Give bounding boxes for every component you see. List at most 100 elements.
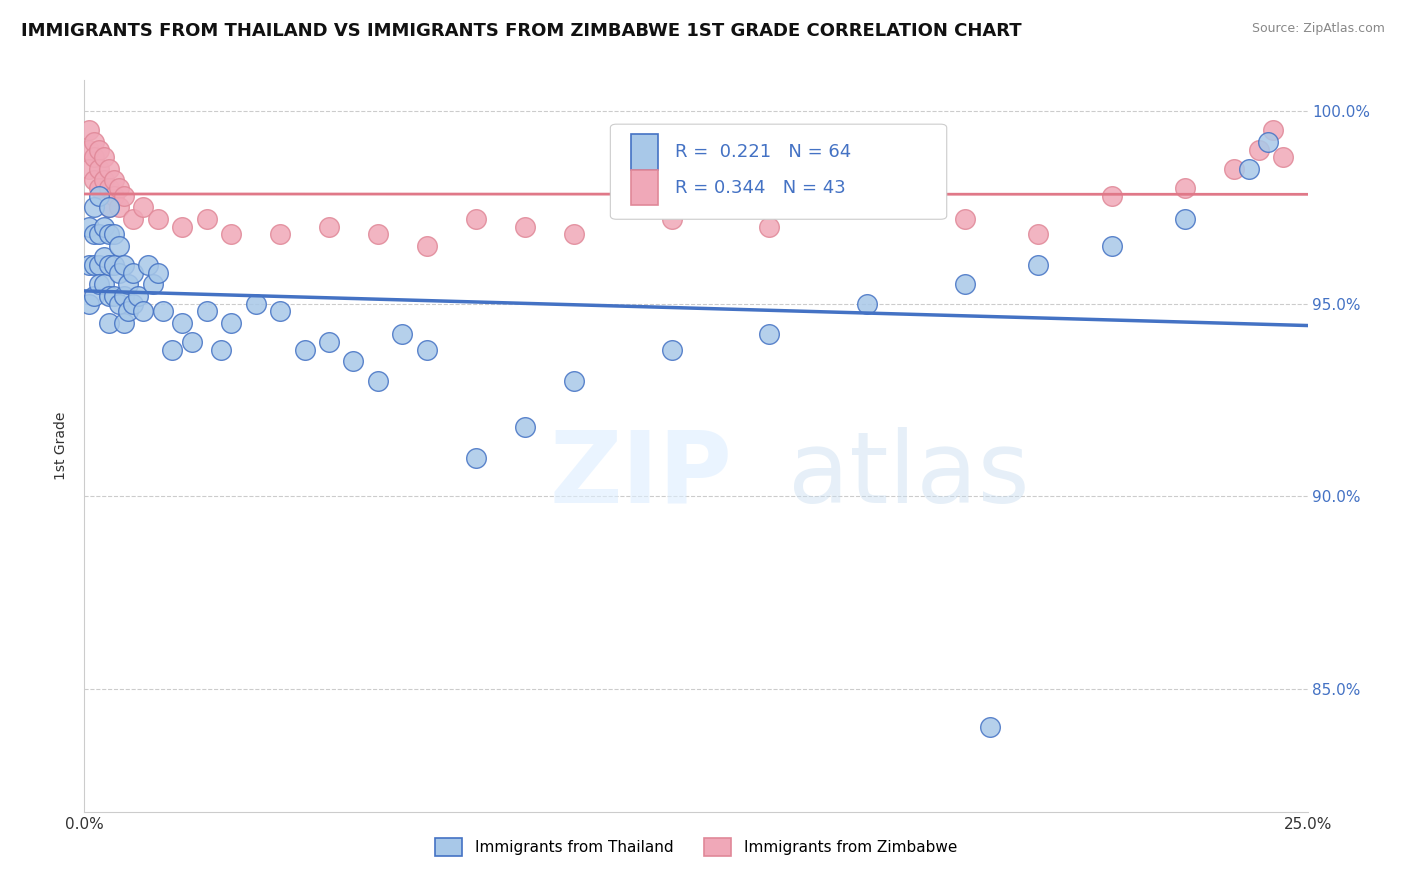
Point <box>269 227 291 242</box>
Point <box>122 266 145 280</box>
Point <box>87 277 110 292</box>
Point <box>97 289 120 303</box>
Point <box>93 150 115 164</box>
Point <box>77 123 100 137</box>
Text: atlas: atlas <box>787 426 1029 524</box>
Point <box>146 211 169 226</box>
Point <box>856 200 879 214</box>
Point <box>562 227 585 242</box>
Point <box>107 181 129 195</box>
Point <box>87 181 110 195</box>
Point <box>97 316 120 330</box>
Point <box>93 219 115 234</box>
Point <box>77 161 100 176</box>
Point <box>758 219 780 234</box>
Point <box>1174 211 1197 226</box>
Point <box>513 219 536 234</box>
Point <box>562 374 585 388</box>
Point <box>318 334 340 349</box>
Point <box>103 173 125 187</box>
Point <box>77 143 100 157</box>
Point <box>1237 161 1260 176</box>
Point <box>219 227 242 242</box>
Text: ZIP: ZIP <box>550 426 733 524</box>
Point <box>367 374 389 388</box>
Text: R = 0.344   N = 43: R = 0.344 N = 43 <box>675 178 846 197</box>
Point <box>181 334 204 349</box>
Point <box>464 211 486 226</box>
Point <box>87 227 110 242</box>
Point <box>132 304 155 318</box>
Point <box>77 219 100 234</box>
Point <box>513 419 536 434</box>
Point <box>103 289 125 303</box>
Point <box>117 277 139 292</box>
Point <box>219 316 242 330</box>
Point <box>142 277 165 292</box>
Point <box>342 354 364 368</box>
Point <box>1247 143 1270 157</box>
Point <box>97 227 120 242</box>
Point <box>107 296 129 310</box>
Point <box>1257 135 1279 149</box>
Y-axis label: 1st Grade: 1st Grade <box>55 412 69 480</box>
Point <box>83 227 105 242</box>
Point <box>87 161 110 176</box>
Point <box>294 343 316 357</box>
Point <box>83 258 105 272</box>
Point <box>107 266 129 280</box>
Point <box>127 289 149 303</box>
Point <box>107 200 129 214</box>
Point <box>146 266 169 280</box>
Point <box>209 343 232 357</box>
Point <box>136 258 159 272</box>
Point <box>953 277 976 292</box>
Point <box>416 239 439 253</box>
Point <box>1272 150 1295 164</box>
Point <box>77 296 100 310</box>
Point <box>122 211 145 226</box>
Point <box>1101 239 1123 253</box>
Point <box>661 343 683 357</box>
Point <box>83 200 105 214</box>
Point <box>758 327 780 342</box>
Point <box>87 188 110 202</box>
FancyBboxPatch shape <box>631 135 658 169</box>
Point <box>1028 227 1050 242</box>
Point <box>112 289 135 303</box>
Point <box>112 188 135 202</box>
FancyBboxPatch shape <box>631 170 658 205</box>
Point <box>464 450 486 465</box>
Point <box>87 258 110 272</box>
Point <box>112 258 135 272</box>
Point <box>856 296 879 310</box>
Point <box>245 296 267 310</box>
Point <box>83 135 105 149</box>
Point <box>953 211 976 226</box>
FancyBboxPatch shape <box>610 124 946 219</box>
Point <box>195 304 218 318</box>
Point <box>103 227 125 242</box>
Point <box>172 316 194 330</box>
Point <box>132 200 155 214</box>
Text: Source: ZipAtlas.com: Source: ZipAtlas.com <box>1251 22 1385 36</box>
Point <box>122 296 145 310</box>
Point <box>83 289 105 303</box>
Point <box>1028 258 1050 272</box>
Point <box>269 304 291 318</box>
Point <box>391 327 413 342</box>
Point <box>97 181 120 195</box>
Point <box>93 251 115 265</box>
Point <box>93 277 115 292</box>
Point <box>97 258 120 272</box>
Point <box>103 258 125 272</box>
Point <box>117 304 139 318</box>
Point <box>318 219 340 234</box>
Point <box>87 143 110 157</box>
Point <box>172 219 194 234</box>
Point <box>661 211 683 226</box>
Point <box>367 227 389 242</box>
Point <box>416 343 439 357</box>
Point <box>1174 181 1197 195</box>
Point <box>112 316 135 330</box>
